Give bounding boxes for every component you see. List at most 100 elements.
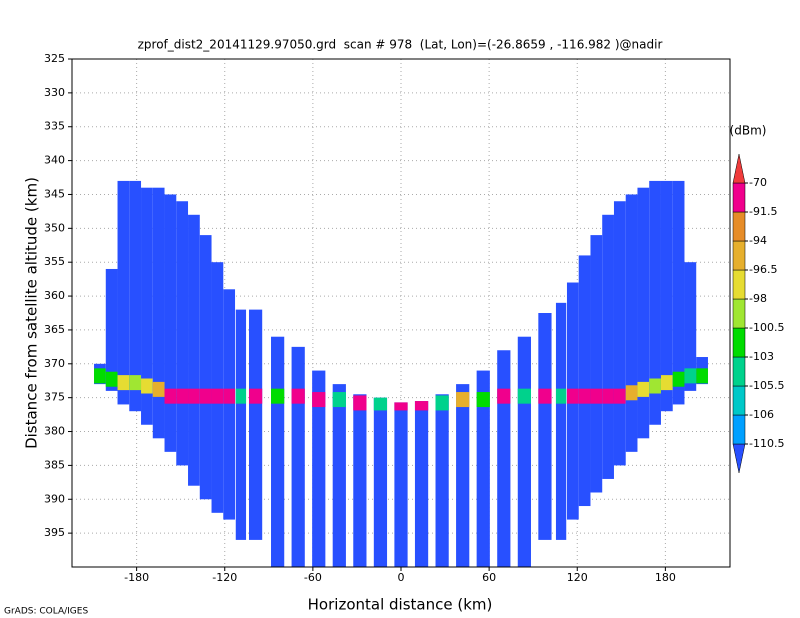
surface-echo	[176, 388, 189, 404]
profile-column	[637, 187, 650, 439]
colorbar-segment	[732, 269, 746, 300]
surface-echo	[312, 392, 326, 408]
surface-echo	[271, 388, 285, 404]
surface-echo	[672, 371, 685, 387]
profile-column	[152, 187, 165, 439]
surface-echo	[414, 401, 429, 411]
profile-column	[517, 336, 531, 567]
y-tick-label: 360	[44, 289, 65, 302]
surface-echo	[353, 395, 367, 411]
colorbar-segment	[732, 211, 746, 242]
colorbar-label: -91.5	[749, 205, 777, 218]
surface-echo	[223, 388, 236, 404]
x-tick-label: -120	[212, 571, 237, 584]
colorbar-title: (dBm)	[730, 124, 767, 138]
profile-column	[164, 194, 177, 452]
surface-echo	[613, 388, 626, 404]
surface-echo	[578, 388, 591, 404]
profile-column	[414, 401, 429, 567]
y-axis-label: Distance from satellite altitude (km)	[23, 177, 41, 449]
profile-column	[613, 201, 626, 466]
profile-column	[129, 180, 142, 412]
y-tick-label: 375	[44, 391, 65, 404]
profile-column	[211, 262, 224, 513]
colorbar-label: -94	[749, 234, 767, 247]
colorbar-segment	[732, 385, 746, 416]
surface-echo	[291, 388, 305, 404]
profile-column	[235, 309, 247, 540]
profile-column	[312, 370, 326, 567]
colorbar-cap	[732, 443, 746, 474]
profile-column	[199, 235, 212, 500]
profile-column	[332, 384, 346, 567]
colorbar-segment	[732, 240, 746, 271]
profile-column	[248, 309, 263, 540]
surface-echo	[517, 388, 531, 404]
y-tick-label: 350	[44, 221, 65, 234]
x-tick-label: 120	[567, 571, 588, 584]
surface-echo	[566, 388, 579, 404]
x-tick-label: -60	[304, 571, 322, 584]
colorbar-label: -100.5	[749, 321, 784, 334]
profile-column	[660, 180, 673, 412]
y-tick-label: 390	[44, 492, 65, 505]
y-tick-label: 330	[44, 86, 65, 99]
profile-column	[555, 302, 567, 540]
chart-title: zprof_dist2_20141129.97050.grd scan # 97…	[138, 38, 663, 52]
y-tick-label: 345	[44, 187, 65, 200]
profile-column	[105, 268, 118, 391]
colorbar-label: -96.5	[749, 263, 777, 276]
profile-column	[672, 180, 685, 405]
profile-column	[649, 180, 661, 425]
profile-column	[373, 397, 388, 567]
y-tick-label: 380	[44, 425, 65, 438]
surface-echo	[373, 397, 388, 411]
x-axis-label: Horizontal distance (km)	[308, 596, 493, 614]
surface-echo	[152, 381, 165, 397]
y-tick-label: 335	[44, 120, 65, 133]
surface-echo	[456, 392, 470, 408]
surface-echo	[394, 402, 408, 411]
surface-echo	[696, 368, 708, 384]
colorbar-cap	[732, 153, 746, 184]
profile-column	[538, 313, 552, 540]
y-tick-label: 325	[44, 52, 65, 65]
surface-echo	[660, 375, 673, 391]
profile-column	[497, 350, 511, 567]
credit: GrADS: COLA/IGES	[4, 607, 88, 617]
surface-echo	[94, 368, 106, 384]
profile-column	[602, 214, 614, 479]
colorbar-segment	[732, 298, 746, 329]
x-tick-label: 180	[655, 571, 676, 584]
profile-column	[578, 255, 591, 507]
profile-column	[353, 394, 367, 567]
y-tick-label: 385	[44, 458, 65, 471]
y-tick-label: 370	[44, 357, 65, 370]
x-tick-label: -180	[124, 571, 149, 584]
profile-column	[476, 370, 490, 567]
profile-column	[271, 336, 285, 567]
surface-echo	[248, 388, 263, 404]
surface-echo	[649, 378, 661, 394]
profile-column	[435, 394, 449, 567]
y-tick-label: 365	[44, 323, 65, 336]
surface-echo	[684, 368, 697, 384]
surface-echo	[105, 371, 118, 387]
surface-echo	[129, 375, 142, 391]
colorbar-segment	[732, 327, 746, 358]
surface-echo	[332, 392, 346, 408]
y-tick-label: 340	[44, 154, 65, 167]
y-tick-label: 355	[44, 255, 65, 268]
colorbar-segment	[732, 182, 746, 213]
profile-column	[394, 402, 408, 567]
colorbar-segment	[732, 356, 746, 387]
surface-echo	[538, 388, 552, 404]
profile-column	[291, 346, 305, 567]
surface-echo	[625, 385, 638, 401]
surface-echo	[590, 388, 603, 404]
surface-echo	[555, 388, 567, 404]
surface-echo	[476, 392, 490, 408]
surface-echo	[602, 388, 614, 404]
surface-echo	[188, 388, 200, 404]
